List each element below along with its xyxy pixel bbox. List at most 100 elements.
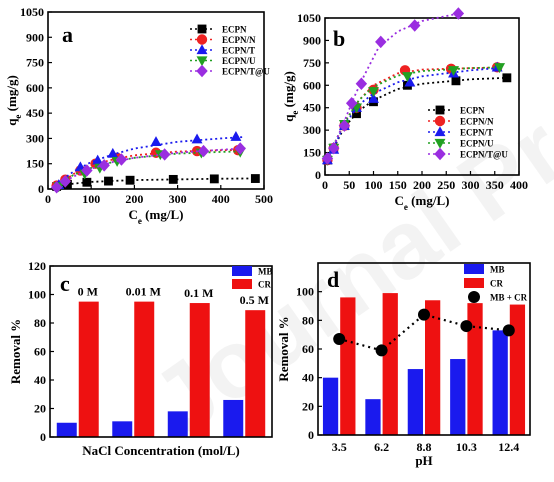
y-tick-label: 150 — [26, 157, 44, 171]
y-axis-label: qe (mg/g) — [281, 71, 300, 122]
legend-label: CR — [258, 280, 271, 290]
legend-label: ECPN/U — [222, 56, 256, 66]
data-point — [328, 141, 340, 155]
line-point — [460, 320, 473, 333]
legend-swatch — [232, 279, 252, 289]
x-axis-label-unit: (mg/L) — [408, 193, 450, 208]
y-tick-label: 900 — [26, 30, 44, 44]
x-axis-label: pH — [415, 453, 432, 468]
x-tick-label: 300 — [169, 192, 187, 206]
data-point — [104, 176, 113, 186]
x-axis-label: NaCl Concentration (mol/L) — [82, 443, 239, 458]
bar — [189, 303, 210, 437]
x-axis-label-sub: e — [404, 202, 408, 212]
legend-label: ECPN/U — [460, 139, 494, 149]
x-tick-label: 300 — [462, 178, 480, 192]
bar — [509, 304, 526, 435]
x-tick-label: 350 — [486, 178, 504, 192]
y-tick-label: 150 — [303, 146, 321, 160]
data-point — [321, 152, 334, 165]
bar-annotation: 0.5 M — [240, 293, 269, 307]
bar — [167, 411, 188, 437]
x-tick-label: 3.5 — [332, 440, 347, 454]
y-axis-label-unit: (mg/g) — [4, 75, 19, 114]
legend-marker — [197, 24, 207, 34]
x-tick-label: 100 — [82, 192, 100, 206]
legend-label: ECPN/T — [460, 128, 493, 138]
fit-line — [56, 177, 260, 187]
y-tick-label: 0 — [315, 168, 321, 182]
data-point — [115, 153, 128, 166]
y-tick-label: 600 — [303, 78, 321, 92]
data-point — [59, 175, 71, 188]
data-point — [234, 142, 246, 155]
legend-swatch — [464, 278, 484, 288]
y-axis-label-main: q — [281, 114, 296, 122]
data-point — [404, 76, 416, 87]
y-tick-label: 40 — [34, 373, 46, 387]
data-point — [82, 177, 92, 187]
y-tick-label: 750 — [303, 56, 321, 70]
bar-annotation: 0.1 M — [184, 286, 213, 300]
y-tick-label: 750 — [26, 56, 44, 70]
panel-label: a — [62, 22, 73, 47]
x-tick-label: 12.4 — [498, 440, 519, 454]
data-point — [452, 7, 465, 20]
data-point — [125, 175, 135, 185]
data-point — [451, 76, 461, 86]
bar — [467, 303, 483, 435]
bar-annotation: 0.01 M — [126, 285, 161, 299]
data-point — [107, 147, 119, 158]
line-point — [333, 332, 346, 345]
data-point — [150, 136, 162, 146]
x-axis-label-main: C — [395, 193, 404, 208]
legend-marker — [196, 56, 208, 67]
data-point — [250, 174, 260, 183]
data-point — [168, 174, 178, 184]
x-tick-label: 200 — [125, 192, 143, 206]
data-point — [81, 164, 93, 177]
fit-line — [326, 67, 498, 162]
line-point — [502, 324, 515, 337]
legend-label: ECPN/T@U — [222, 67, 270, 77]
data-point — [230, 131, 242, 141]
y-tick-label: 20 — [34, 402, 46, 416]
fit-line — [58, 150, 243, 185]
bar — [382, 293, 398, 435]
legend-label: ECPN — [460, 106, 485, 116]
legend-swatch — [232, 266, 252, 276]
y-tick-label: 100 — [28, 288, 46, 302]
legend-label: ECPN — [222, 25, 247, 35]
data-point — [158, 148, 171, 161]
y-axis-label-unit: (mg/g) — [281, 71, 296, 110]
data-point — [209, 174, 219, 184]
y-tick-label: 100 — [296, 285, 314, 299]
bar — [134, 301, 155, 437]
legend-marker — [435, 105, 445, 115]
panel-d: 0 20 40 60 80 100 3.5 6.2 8.8 10.3 12.4 pH Removal %… — [276, 262, 531, 468]
legend-marker — [434, 115, 446, 127]
y-tick-label: 900 — [303, 33, 321, 47]
data-point — [401, 72, 413, 83]
y-tick-label: 20 — [302, 399, 314, 413]
y-tick-label: 300 — [303, 123, 321, 137]
data-point — [355, 77, 368, 91]
data-point — [368, 93, 379, 103]
bar — [322, 377, 339, 435]
y-tick-label: 80 — [34, 316, 46, 330]
bar — [112, 421, 133, 437]
data-point — [92, 154, 104, 165]
y-tick-label: 1050 — [297, 11, 321, 25]
legend-label: ECPN/N — [222, 35, 256, 45]
panel-a: 0 100 200 300 400 500 0 150 300 450 600 750 900 1050 C… — [4, 5, 273, 226]
x-tick-label: 200 — [413, 178, 431, 192]
data-point — [338, 119, 351, 132]
legend-label: ECPN/N — [460, 117, 494, 127]
data-point — [352, 109, 361, 119]
bar — [78, 301, 99, 437]
data-point — [368, 87, 379, 97]
data-point — [191, 133, 203, 144]
line-series — [338, 313, 509, 352]
y-tick-label: 0 — [38, 182, 44, 196]
legend-label: CR — [490, 279, 503, 289]
